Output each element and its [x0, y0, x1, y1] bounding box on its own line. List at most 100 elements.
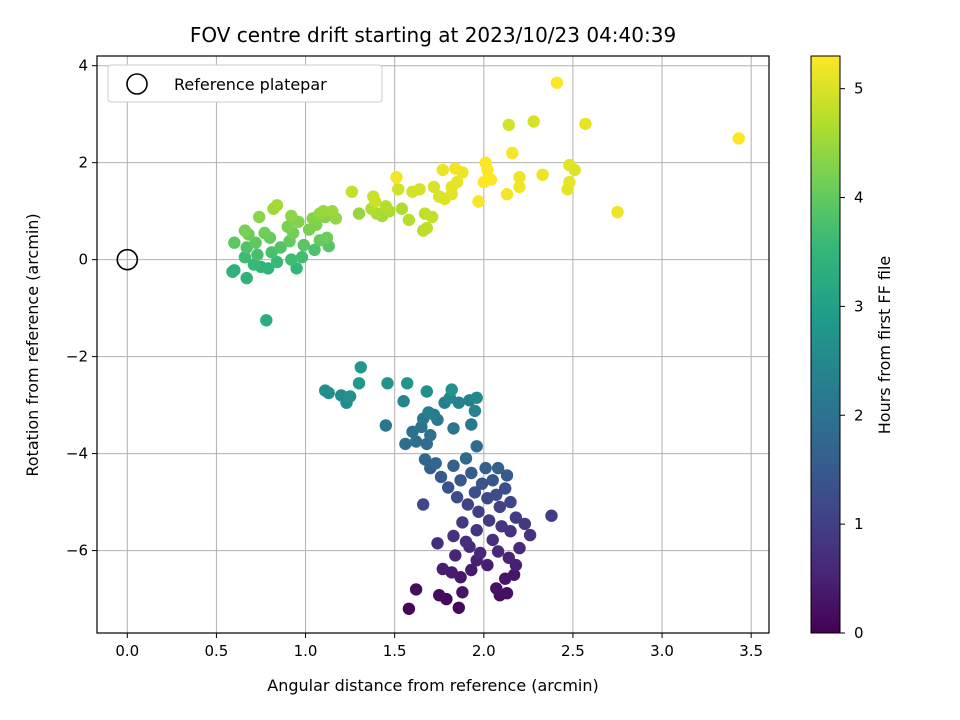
data-point [436, 562, 449, 576]
data-point [456, 516, 469, 529]
x-tick-label: 1.0 [294, 642, 318, 660]
data-point [454, 474, 467, 487]
data-point [465, 418, 478, 431]
data-point [449, 162, 462, 175]
data-point [285, 253, 298, 266]
data-point [409, 583, 423, 596]
data-point [402, 602, 416, 615]
x-tick-label: 0.0 [115, 642, 139, 660]
data-point [343, 390, 357, 403]
data-point [568, 163, 581, 177]
reference-point-marker [116, 248, 139, 271]
colorbar-gradient [810, 55, 841, 634]
data-point [472, 505, 485, 518]
data-point [402, 213, 416, 227]
x-axis-ticks: 0.0 0.5 1.0 1.5 2.0 2.5 3.0 3.5 [115, 633, 763, 660]
data-point [281, 220, 294, 233]
data-point [465, 466, 478, 480]
data-point [352, 207, 366, 220]
data-point [436, 163, 449, 177]
data-point [431, 537, 444, 550]
data-point [479, 461, 492, 475]
data-point [427, 180, 441, 194]
data-point [445, 383, 458, 396]
data-point [253, 210, 266, 224]
legend-marker-icon [126, 73, 148, 95]
data-point [500, 469, 514, 482]
colorbar-title: Hours from first FF file [875, 256, 894, 435]
data-point [452, 601, 465, 614]
y-tick-label: −2 [66, 348, 88, 366]
data-point [500, 587, 514, 600]
data-point [500, 188, 514, 201]
data-point [504, 495, 517, 509]
data-point [381, 377, 394, 390]
data-point [397, 395, 410, 408]
colorbar-tick-label: 4 [854, 189, 864, 207]
data-point [470, 391, 483, 404]
data-point [450, 175, 464, 189]
data-point [395, 202, 408, 215]
data-point [319, 384, 332, 397]
data-point [320, 231, 334, 244]
data-point [523, 528, 537, 542]
data-point [251, 248, 264, 261]
data-point [468, 486, 482, 499]
data-point [479, 156, 492, 169]
data-point [401, 377, 414, 390]
y-tick-label: 0 [78, 251, 88, 269]
x-tick-label: 3.5 [739, 642, 763, 660]
y-tick-label: −6 [66, 542, 88, 560]
data-point [433, 589, 446, 602]
y-axis-title: Rotation from reference (arcmin) [23, 213, 42, 476]
x-tick-label: 0.5 [204, 642, 228, 660]
colorbar-tick-label: 3 [854, 297, 864, 315]
colorbar-tick-label: 0 [854, 624, 864, 642]
data-point [490, 582, 503, 595]
chart-title: FOV centre drift starting at 2023/10/23 … [190, 23, 676, 47]
data-point [459, 535, 473, 548]
data-point [379, 200, 392, 213]
data-point [352, 377, 366, 390]
colorbar-ticks: 0 1 2 3 4 5 [840, 80, 864, 642]
data-point [482, 514, 496, 527]
colorbar-tick-label: 2 [854, 406, 864, 424]
data-point [518, 517, 531, 531]
data-point [447, 529, 460, 543]
data-point [249, 236, 262, 249]
data-point [447, 459, 460, 472]
data-point [490, 488, 503, 501]
reference-marker [116, 248, 139, 271]
data-point [732, 132, 745, 145]
data-point [468, 404, 482, 418]
data-point [297, 238, 310, 252]
data-point [491, 461, 505, 475]
data-point [238, 224, 252, 237]
data-point [507, 568, 521, 581]
data-point [486, 474, 499, 487]
data-point [270, 255, 284, 269]
data-point [226, 265, 239, 278]
data-point [399, 437, 412, 451]
data-point [536, 168, 549, 181]
x-tick-label: 3.0 [650, 642, 674, 660]
data-point [502, 118, 515, 132]
data-point [461, 498, 474, 511]
legend: Reference platepar [107, 64, 383, 103]
y-tick-label: 2 [78, 154, 88, 172]
x-tick-label: 2.5 [561, 642, 585, 660]
data-point [506, 146, 519, 160]
data-point [247, 258, 261, 271]
colorbar-tick-label: 1 [854, 515, 864, 533]
data-point [493, 500, 506, 514]
data-point [420, 385, 433, 398]
data-point [392, 183, 405, 196]
data-point [513, 171, 526, 184]
data-point [379, 419, 392, 432]
data-point [228, 236, 241, 249]
data-point [491, 545, 505, 558]
data-point [456, 586, 469, 599]
data-point [472, 195, 485, 208]
data-point [295, 251, 309, 264]
